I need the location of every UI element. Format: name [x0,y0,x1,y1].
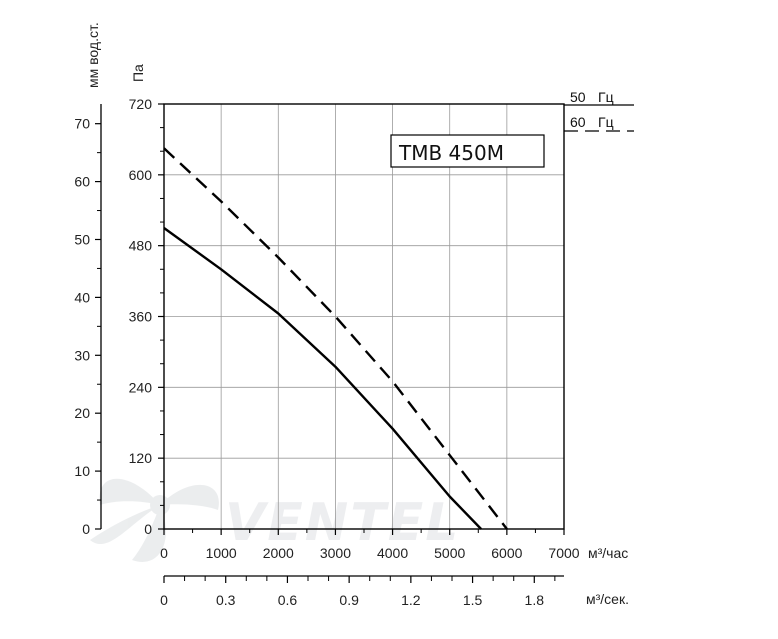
x-axis-flow-hour-ticks: 0 1000 2000 3000 4000 5000 6000 7000 [160,529,580,561]
y-pa-tick-label: 720 [129,96,153,112]
model-label-frame [390,134,545,168]
x-axis-flow-sec-ticks: 0 0.3 0.6 0.9 1.2 1.5 1.8 [160,576,556,608]
grid [164,104,564,529]
x-tick-label: 1000 [206,545,237,561]
x-tick-label: 3000 [320,545,351,561]
model-label: TMB 450M [398,141,504,165]
y-pa-tick-label: 480 [129,238,153,254]
legend-50-unit: Гц [598,89,614,105]
x-axis-flow-hour-title: м³/час [588,545,628,561]
y-axis-mm-title: мм вод.ст. [85,22,101,88]
watermark-text: VENTEL [225,493,460,553]
y-mm-tick-label: 70 [74,116,90,132]
legend-50-freq: 50 [570,89,586,105]
x2-tick-label: 0 [160,592,168,608]
x2-tick-label: 0.3 [216,592,236,608]
x-tick-label: 2000 [263,545,294,561]
model-label-box: TMB 450M [390,134,545,168]
y-pa-tick-label: 360 [129,309,153,325]
legend-60-unit: Гц [598,114,614,130]
x2-tick-label: 0.6 [278,592,298,608]
y-mm-tick-label: 10 [74,463,90,479]
x2-tick-label: 1.2 [401,592,421,608]
y-pa-tick-label: 600 [129,167,153,183]
y-pa-tick-label: 0 [144,521,152,537]
legend-60-freq: 60 [570,114,586,130]
y-mm-tick-label: 60 [74,174,90,190]
x-tick-label: 6000 [491,545,522,561]
x-tick-label: 7000 [548,545,579,561]
y-axis-pa-title: Па [130,64,146,82]
x-axis-flow-sec-title: м³/сек. [586,591,629,607]
y-pa-tick-label: 120 [129,450,153,466]
y-mm-tick-label: 40 [74,289,90,305]
curve-60hz [163,147,508,530]
y-axis-mm-ticks: 0 10 20 30 40 50 60 70 [74,116,101,537]
x2-tick-label: 1.5 [463,592,483,608]
y-mm-tick-label: 30 [74,347,90,363]
x-tick-label: 5000 [434,545,465,561]
y-mm-tick-label: 50 [74,231,90,247]
x-tick-label: 0 [160,545,168,561]
x2-tick-label: 1.8 [525,592,545,608]
y-pa-tick-label: 240 [129,379,153,395]
series-layer [163,147,508,530]
y-axis-pa-ticks: 0 120 240 360 480 600 720 [129,96,164,537]
x-tick-label: 4000 [377,545,408,561]
legend: 50 Гц 60 Гц [564,89,634,132]
y-mm-tick-label: 0 [82,521,90,537]
x2-tick-label: 0.9 [339,592,359,608]
curve-50hz [163,227,482,530]
y-mm-tick-label: 20 [74,405,90,421]
fan-blades-icon [90,478,219,562]
watermark-logo: VENTEL [90,478,460,562]
